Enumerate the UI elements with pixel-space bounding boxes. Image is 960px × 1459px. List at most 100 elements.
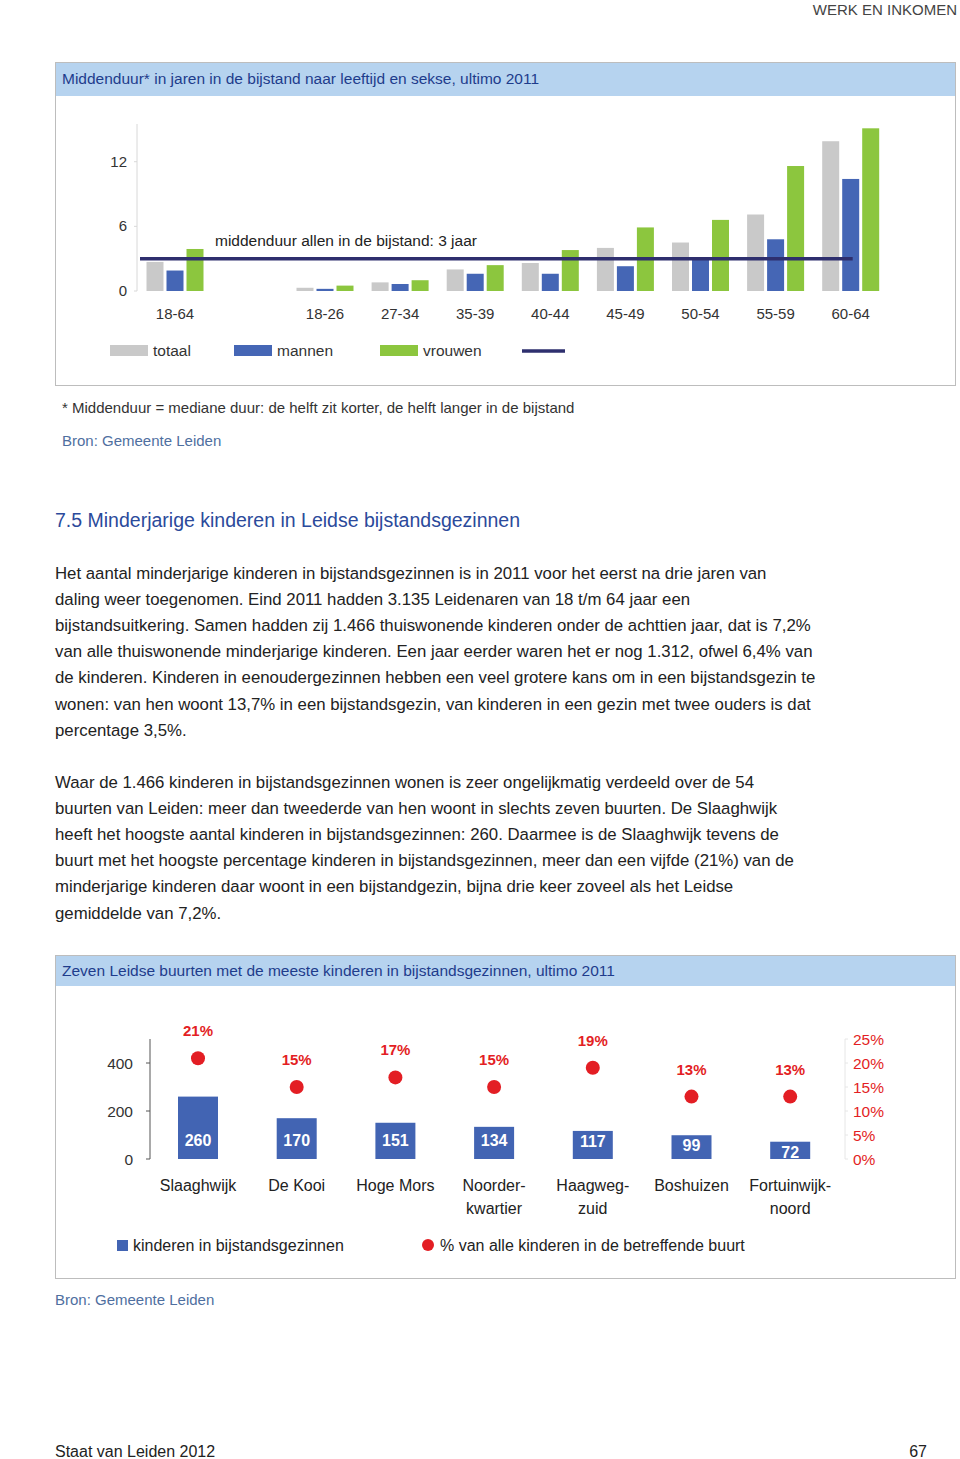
paragraph-line: Waar de 1.466 kinderen in bijstandsgezin… xyxy=(55,773,754,792)
y-axis-line xyxy=(150,1039,151,1159)
source: Bron: Gemeente Leiden xyxy=(62,432,221,449)
paragraph-line: buurten van Leiden: meer dan tweederde v… xyxy=(55,799,778,818)
y2-tick xyxy=(845,1159,848,1160)
dot xyxy=(685,1090,699,1104)
paragraph-line: minderjarige kinderen daar woont in een … xyxy=(55,877,733,896)
bar xyxy=(392,284,409,291)
legend-swatch xyxy=(234,345,272,356)
data-label: 17% xyxy=(380,1041,410,1058)
dot xyxy=(783,1090,797,1104)
footer-title: Staat van Leiden 2012 xyxy=(55,1443,215,1459)
data-label: 15% xyxy=(479,1051,509,1068)
annotation: middenduur allen in de bijstand: 3 jaar xyxy=(215,232,477,249)
section-title: 7.5 Minderjarige kinderen in Leidse bijs… xyxy=(55,509,520,531)
y2-tick-label: 0% xyxy=(853,1151,876,1168)
x-tick-label-line: Hoge Mors xyxy=(356,1177,434,1194)
bar xyxy=(412,280,429,291)
y2-tick xyxy=(845,1039,848,1040)
bar xyxy=(337,286,354,291)
data-label: 13% xyxy=(775,1061,805,1078)
x-tick-label: Fortuinwijk-noord xyxy=(749,1177,831,1217)
bar xyxy=(487,265,504,291)
dot xyxy=(191,1051,205,1065)
data-label: 72 xyxy=(781,1144,799,1161)
page-number: 67 xyxy=(909,1443,927,1459)
x-tick-label: 27-34 xyxy=(381,305,419,322)
bar xyxy=(187,249,204,291)
x-tick-label-line: kwartier xyxy=(466,1200,523,1217)
bar xyxy=(787,166,804,291)
y-tick-label: 200 xyxy=(107,1103,133,1120)
x-tick-label-line: Slaaghwijk xyxy=(160,1177,237,1194)
y-tick-label: 400 xyxy=(107,1055,133,1072)
title-bar xyxy=(56,63,955,96)
x-tick-label: 18-64 xyxy=(156,305,194,322)
data-label: 170 xyxy=(283,1132,310,1149)
legend-swatch xyxy=(110,345,148,356)
bar xyxy=(822,141,839,291)
bar xyxy=(467,274,484,291)
bar xyxy=(317,289,334,291)
y-tick-label: 12 xyxy=(110,153,127,170)
bar xyxy=(562,250,579,291)
y-tick xyxy=(134,226,137,227)
x-tick-label-line: noord xyxy=(770,1200,811,1217)
paragraph-line: gemiddelde van 7,2%. xyxy=(55,904,221,923)
data-label: 117 xyxy=(580,1133,606,1150)
data-label: 19% xyxy=(578,1032,608,1049)
chart-frame xyxy=(56,63,956,386)
bar xyxy=(147,262,164,291)
y2-tick-label: 10% xyxy=(853,1103,884,1120)
bar xyxy=(447,269,464,291)
paragraph-line: Het aantal minderjarige kinderen in bijs… xyxy=(55,564,766,583)
data-label: 151 xyxy=(382,1132,409,1149)
x-tick-label: 45-49 xyxy=(606,305,644,322)
y-tick xyxy=(146,1111,150,1112)
data-labels: 260170151134117997221%15%17%15%19%13%13% xyxy=(183,1022,805,1161)
x-tick-label: 55-59 xyxy=(756,305,794,322)
y-tick xyxy=(134,161,137,162)
y-axis-line xyxy=(137,124,138,291)
data-label: 260 xyxy=(185,1132,212,1149)
bar xyxy=(178,1097,218,1159)
chart-duration: Middenduur* in jaren in de bijstand naar… xyxy=(56,63,956,386)
y2-tick xyxy=(845,1135,848,1136)
x-tick-label: 18-26 xyxy=(306,305,344,322)
x-tick-label: Haagweg-zuid xyxy=(556,1177,629,1217)
x-tick-label-line: zuid xyxy=(578,1200,607,1217)
paragraph-line: daling weer toegenomen. Eind 2011 hadden… xyxy=(55,590,690,609)
paragraph-line: bijstandsuitkering. Samen hadden zij 1.4… xyxy=(55,616,811,635)
page-canvas: WERK EN INKOMENMiddenduur* in jaren in d… xyxy=(0,0,960,1459)
bar xyxy=(372,282,389,291)
bar xyxy=(842,179,859,291)
page: { "page": { "header": "WERK EN INKOMEN",… xyxy=(0,0,960,1459)
paragraph-line: van alle thuiswonende minderjarige kinde… xyxy=(55,642,813,661)
dot xyxy=(388,1070,402,1084)
x-tick-label: De Kooi xyxy=(268,1177,325,1194)
paragraph-line: buurt met het hoogste percentage kindere… xyxy=(55,851,794,870)
footnote: * Middenduur = mediane duur: de helft zi… xyxy=(62,399,574,416)
x-tick-label-line: Noorder- xyxy=(463,1177,526,1194)
x-tick-label: Noorder-kwartier xyxy=(463,1177,526,1217)
y-tick-label: 6 xyxy=(119,217,127,234)
x-tick-label-line: Boshuizen xyxy=(654,1177,729,1194)
bar xyxy=(542,274,559,291)
bars xyxy=(140,128,879,291)
bar xyxy=(617,266,634,291)
x-tick-label: 50-54 xyxy=(681,305,719,322)
y2-tick xyxy=(845,1111,848,1112)
legend-swatch xyxy=(117,1240,128,1251)
x-tick-label: Slaaghwijk xyxy=(160,1177,237,1194)
x-tick-label: 35-39 xyxy=(456,305,494,322)
bar xyxy=(597,248,614,291)
dot xyxy=(487,1080,501,1094)
bar xyxy=(767,239,784,291)
bar xyxy=(167,271,184,291)
legend-label: % van alle kinderen in de betreffende bu… xyxy=(440,1237,745,1254)
y2-axis-line xyxy=(845,1039,846,1159)
x-tick-label: Hoge Mors xyxy=(356,1177,434,1194)
paragraph-line: wonen: van hen woont 13,7% in een bijsta… xyxy=(54,695,811,714)
data-label: 134 xyxy=(481,1132,508,1149)
x-tick-label: 40-44 xyxy=(531,305,569,322)
chart-title: Middenduur* in jaren in de bijstand naar… xyxy=(62,70,539,87)
